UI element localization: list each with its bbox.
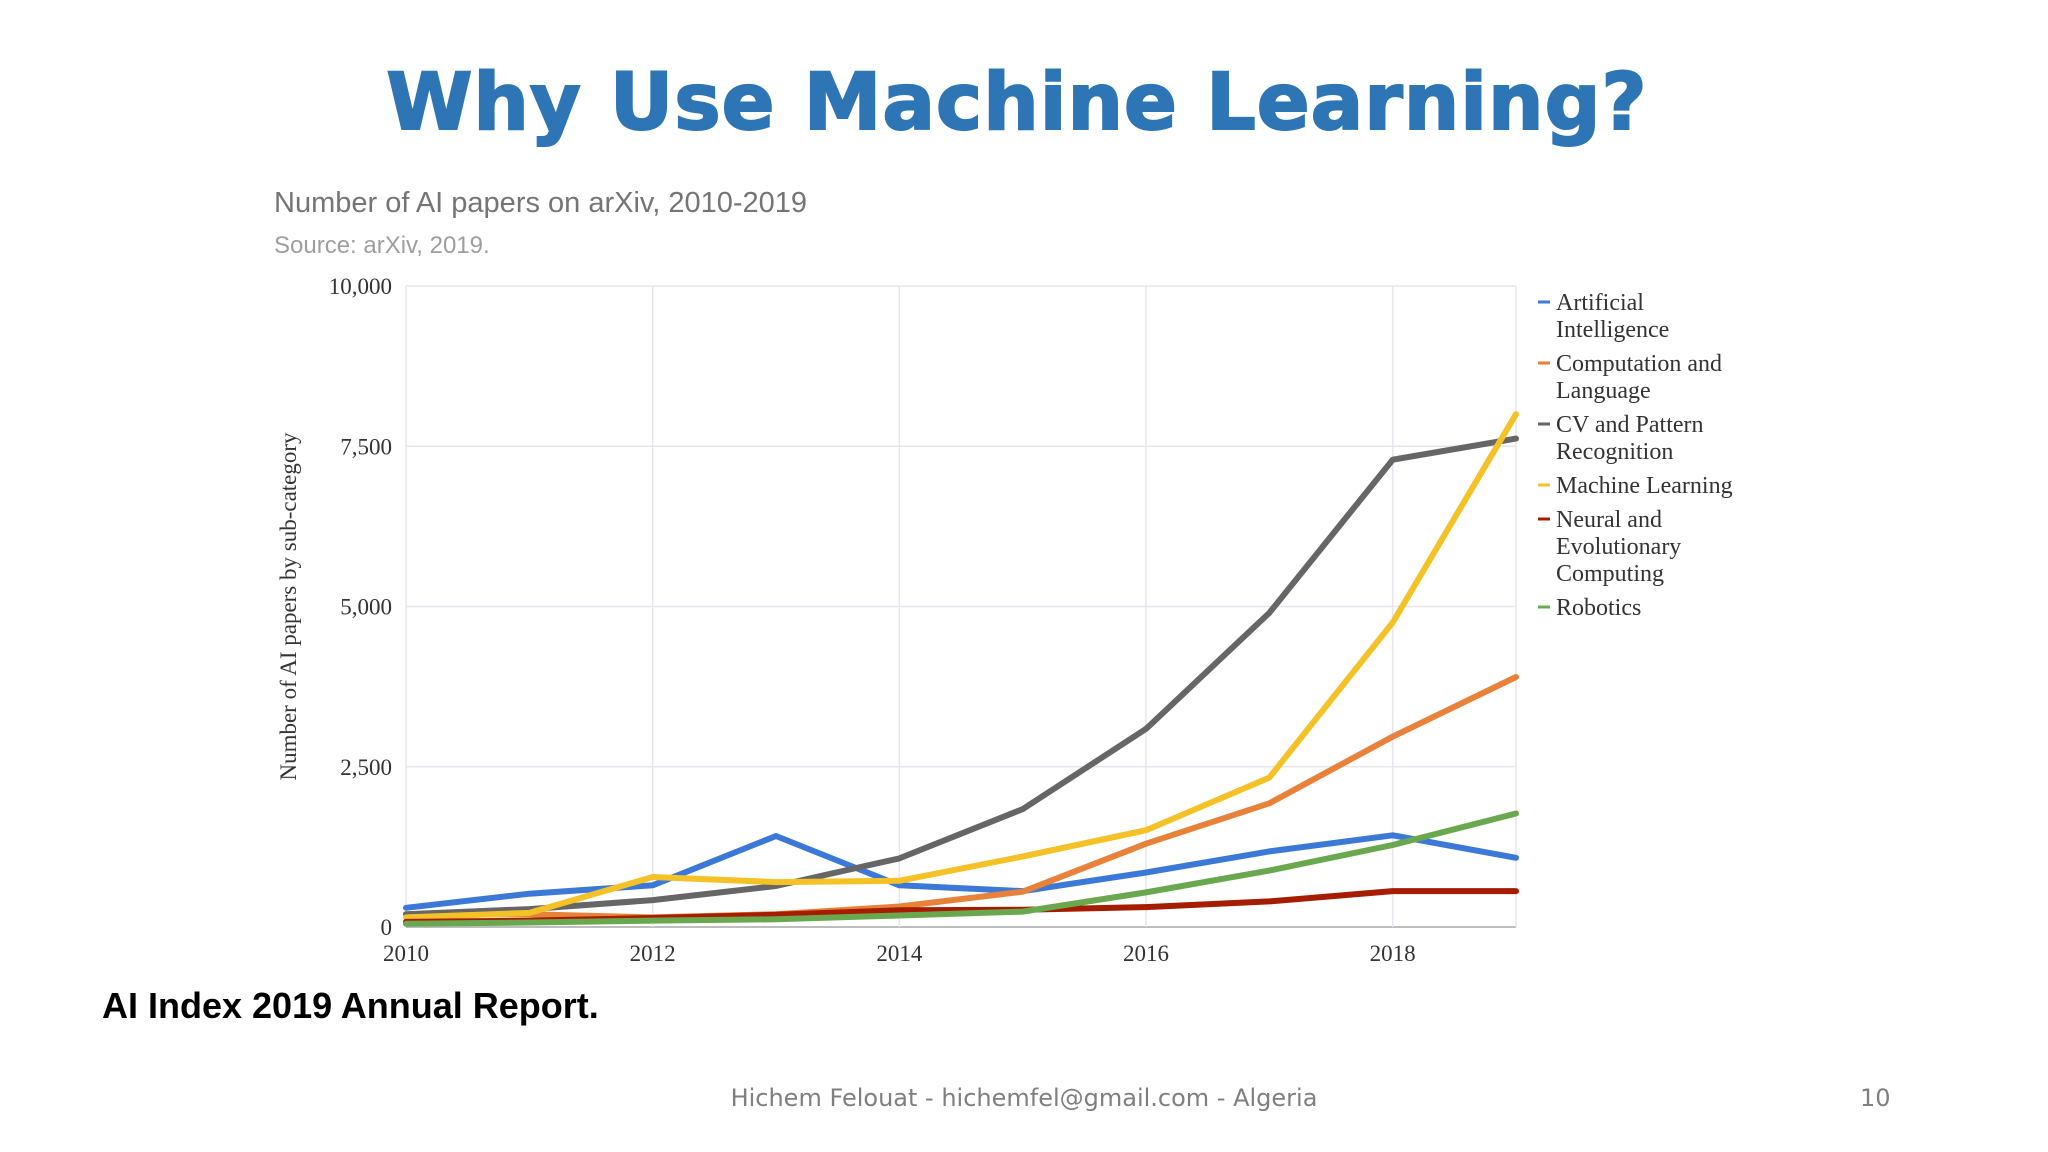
chart-series xyxy=(403,411,1519,927)
legend-label: Recognition xyxy=(1556,439,1673,465)
series-line-robotics xyxy=(403,810,1519,927)
x-tick-label: 2012 xyxy=(630,941,676,966)
y-tick-label: 2,500 xyxy=(340,755,392,780)
series-line-artificial-intelligence xyxy=(403,832,1519,911)
legend-label: Intelligence xyxy=(1556,317,1669,343)
legend-label: Computation and xyxy=(1556,351,1722,377)
slide-title: Why Use Machine Learning? xyxy=(385,57,1648,149)
x-tick-label: 2010 xyxy=(383,941,429,966)
footer-text: Hichem Felouat - hichemfel@gmail.com - A… xyxy=(730,1084,1318,1112)
y-axis-label: Number of AI papers by sub-category xyxy=(276,432,301,781)
x-tick-label: 2018 xyxy=(1370,941,1416,966)
chart-title: Number of AI papers on arXiv, 2010-2019 xyxy=(274,187,808,219)
y-tick-label: 5,000 xyxy=(340,595,392,620)
page-number: 10 xyxy=(1860,1084,1891,1112)
x-tick-label: 2014 xyxy=(876,941,923,966)
y-tick-label: 7,500 xyxy=(340,434,392,459)
legend-label: CV and Pattern xyxy=(1556,412,1704,438)
legend-label: Neural and xyxy=(1556,507,1662,533)
legend-label: Artificial xyxy=(1556,290,1644,316)
legend-label: Evolutionary xyxy=(1556,534,1681,560)
x-axis-ticks: 2010 2012 2014 2016 2018 xyxy=(383,941,1416,966)
y-axis-ticks: 0 2,500 5,000 7,500 10,000 xyxy=(329,274,392,940)
y-tick-label: 10,000 xyxy=(329,274,392,299)
series-line-machine-learning xyxy=(403,411,1519,921)
legend-label: Language xyxy=(1556,378,1651,404)
legend-label: Computing xyxy=(1556,561,1664,587)
chart-gridlines xyxy=(405,285,1517,928)
report-caption: AI Index 2019 Annual Report. xyxy=(102,985,599,1026)
x-tick-label: 2016 xyxy=(1123,941,1169,966)
chart-subtitle: Source: arXiv, 2019. xyxy=(274,232,490,259)
legend-label: Robotics xyxy=(1556,595,1641,621)
y-tick-label: 0 xyxy=(381,915,393,940)
series-line-computation-and-language xyxy=(403,674,1519,921)
legend-label: Machine Learning xyxy=(1556,473,1733,499)
series-line-cv-and-pattern-recognition xyxy=(403,435,1519,918)
